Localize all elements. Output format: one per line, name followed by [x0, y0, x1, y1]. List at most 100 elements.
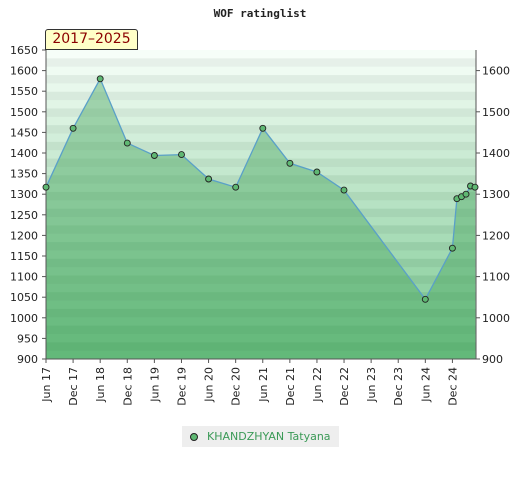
x-tick-label: Dec 20 [230, 367, 243, 406]
y-tick-label-left: 950 [17, 332, 38, 345]
data-point [313, 168, 321, 176]
y-tick-label-right: 1200 [482, 229, 510, 242]
y-tick-label-right: 1500 [482, 106, 510, 119]
y-axis-right-labels: 900 1000 1100 1200 1300 1400 1500 1600 [482, 65, 510, 366]
background-band [46, 91, 476, 101]
data-point [259, 124, 267, 132]
background-band [46, 267, 476, 276]
background-band [46, 258, 476, 268]
x-tick-label: Jun 20 [203, 367, 216, 403]
background-band [46, 108, 476, 118]
x-axis-labels: Jun 17 Dec 17 Jun 18 Dec 18 Jun 19 Dec 19 Jun … [40, 367, 459, 406]
x-tick-label: Jun 17 [40, 367, 53, 403]
background-band [46, 233, 476, 243]
y-tick-label-right: 900 [482, 353, 503, 366]
background-band [46, 200, 476, 210]
y-tick-label-right: 1400 [482, 147, 510, 160]
background-band [46, 317, 476, 327]
background-band [46, 300, 476, 310]
background-band [46, 308, 476, 318]
background-band [46, 292, 476, 302]
background-band [46, 191, 476, 201]
series-area [46, 78, 475, 360]
data-point [42, 183, 50, 191]
y-tick-label-left: 1400 [10, 147, 38, 160]
data-point [232, 183, 240, 191]
x-tick-label: Jun 23 [365, 367, 378, 403]
background-band [46, 141, 476, 151]
y-tick-label-left: 1350 [10, 168, 38, 181]
x-tick-label: Jun 21 [257, 367, 270, 403]
data-point [421, 295, 429, 303]
background-band [46, 50, 476, 59]
background-band [46, 283, 476, 293]
y-tick-label-left: 1550 [10, 85, 38, 98]
y-tick-label-right: 1300 [482, 188, 510, 201]
x-tick-label: Dec 23 [392, 367, 405, 406]
x-tick-label: Dec 21 [284, 367, 297, 406]
y-tick-label-left: 1050 [10, 291, 38, 304]
y-tick-label-left: 1450 [10, 126, 38, 139]
data-point [96, 75, 104, 83]
x-tick-label: Dec 22 [338, 367, 351, 406]
background-band [46, 242, 476, 251]
data-point [69, 124, 77, 132]
y-tick-label-left: 1650 [10, 44, 38, 57]
y-tick-label-left: 1150 [10, 250, 38, 263]
x-tick-label: Dec 18 [121, 367, 134, 406]
x-tick-label: Dec 24 [446, 367, 459, 406]
points-layer [42, 75, 479, 303]
x-tick-label: Jun 24 [419, 367, 432, 403]
background-band [46, 350, 476, 360]
data-point [286, 159, 294, 167]
background-band [46, 175, 476, 185]
data-point [340, 186, 348, 194]
background-band [46, 166, 476, 176]
background-band [46, 333, 476, 343]
y-tick-label-left: 1100 [10, 271, 38, 284]
period-label: 2017–2025 [45, 29, 138, 50]
background-bands [46, 50, 476, 360]
background-band [46, 325, 476, 335]
x-tick-label: Dec 19 [175, 367, 188, 406]
y-axis-left-labels: 900 950 1000 1050 1100 1150 1200 1250 1300 1350 14… [10, 44, 38, 366]
background-band [46, 116, 476, 126]
background-band [46, 275, 476, 285]
y-tick-label-left: 1300 [10, 188, 38, 201]
background-band [46, 208, 476, 218]
background-band [46, 158, 476, 168]
y-tick-label-left: 1500 [10, 106, 38, 119]
y-tick-label-right: 1100 [482, 271, 510, 284]
background-band [46, 58, 476, 68]
background-band [46, 342, 476, 352]
background-band [46, 75, 476, 84]
x-tick-label: Jun 19 [148, 367, 161, 403]
legend-series-name: KHANDZHYAN Tatyana [207, 430, 331, 443]
x-tick-label: Jun 22 [311, 367, 324, 403]
y-tick-label-left: 1600 [10, 65, 38, 78]
background-band [46, 183, 476, 193]
axes [42, 49, 480, 363]
legend: KHANDZHYAN Tatyana [182, 426, 339, 447]
y-tick-label-left: 1200 [10, 229, 38, 242]
x-tick-label: Jun 18 [94, 367, 107, 403]
data-point [178, 151, 185, 159]
chart-title: WOF ratinglist [214, 7, 307, 20]
y-tick-label-left: 1250 [10, 209, 38, 222]
data-point [123, 139, 131, 147]
background-band [46, 150, 476, 160]
data-point [448, 244, 456, 252]
x-tick-label: Dec 17 [67, 367, 80, 406]
legend-marker [190, 432, 198, 441]
y-tick-label-left: 1000 [10, 312, 38, 325]
background-band [46, 66, 476, 76]
background-band [46, 250, 476, 260]
data-point [471, 183, 479, 191]
y-tick-label-right: 1600 [482, 65, 510, 78]
data-point [205, 175, 213, 183]
background-band [46, 225, 476, 235]
background-band [46, 133, 476, 143]
data-point [462, 190, 470, 198]
y-tick-label-right: 1000 [482, 312, 510, 325]
